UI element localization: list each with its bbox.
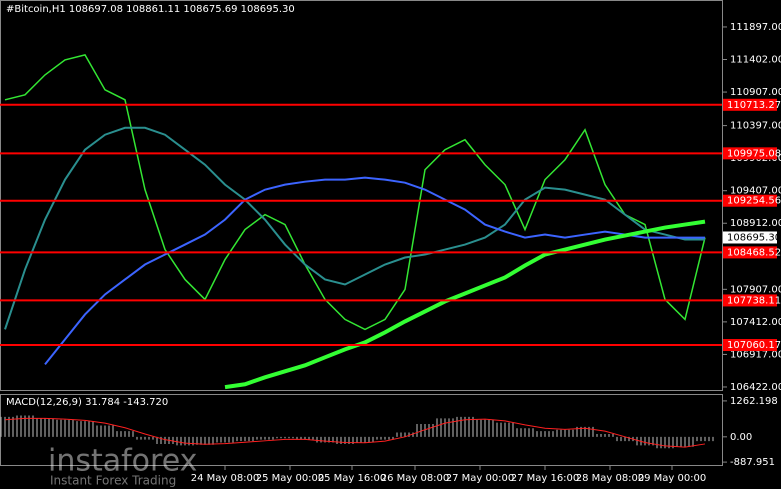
x-tick-label: 25 May 00:00 — [256, 473, 325, 484]
level-tag — [723, 294, 777, 307]
level-label: 109975.08 — [727, 148, 781, 159]
moving-average — [4, 126, 705, 330]
level-tag — [723, 194, 777, 207]
level-tag — [723, 339, 777, 352]
level-tag — [723, 246, 777, 259]
y-tick-label: 110397.00 — [730, 121, 781, 132]
y-tick-label: 107412.00 — [730, 317, 781, 328]
level-label: 108468.52 — [727, 247, 781, 258]
level-tag — [723, 98, 777, 111]
main-frame — [0, 0, 723, 391]
current-price-tag — [723, 231, 777, 244]
moving-average — [224, 219, 706, 390]
level-label: 109254.56 — [727, 196, 781, 207]
y-tick-label: 107907.00 — [730, 284, 781, 295]
y-tick-label: 1262.198 — [730, 396, 778, 407]
macd-title: MACD(12,26,9) 31.784 -143.720 — [6, 397, 168, 408]
moving-average — [44, 176, 705, 365]
x-tick-label: 26 May 08:00 — [381, 473, 450, 484]
y-tick-label: 0.00 — [730, 432, 752, 443]
y-tick-label: 109407.00 — [730, 186, 781, 197]
x-tick-label: 27 May 00:00 — [446, 473, 515, 484]
level-tag — [723, 147, 777, 160]
y-tick-label: 108912.00 — [730, 218, 781, 229]
x-tick-label: 28 May 08:00 — [576, 473, 645, 484]
y-tick-label: -887.951 — [730, 457, 775, 468]
level-label: 110713.27 — [727, 100, 781, 111]
x-tick-label: 24 May 08:00 — [191, 473, 260, 484]
x-tick-label: 29 May 00:00 — [638, 473, 707, 484]
y-tick-label: 110907.00 — [730, 87, 781, 98]
x-tick-label: 25 May 16:00 — [318, 473, 387, 484]
price-line — [4, 54, 706, 331]
y-tick-label: 106917.00 — [730, 349, 781, 360]
y-tick-label: 111897.00 — [730, 22, 781, 33]
level-label: 107738.11 — [727, 295, 781, 306]
y-tick-label: 111402.00 — [730, 55, 781, 66]
watermark-brand: instaforex — [48, 444, 197, 479]
macd-signal — [4, 417, 706, 448]
x-tick-label: 27 May 16:00 — [511, 473, 580, 484]
y-tick-label: 106422.00 — [730, 382, 781, 393]
watermark-tagline: Instant Forex Trading — [50, 474, 176, 488]
chart-title: #Bitcoin,H1 108697.08 108861.11 108675.6… — [6, 4, 295, 15]
level-label: 107060.17 — [727, 340, 781, 351]
current-price-label: 108695.30 — [727, 232, 781, 243]
